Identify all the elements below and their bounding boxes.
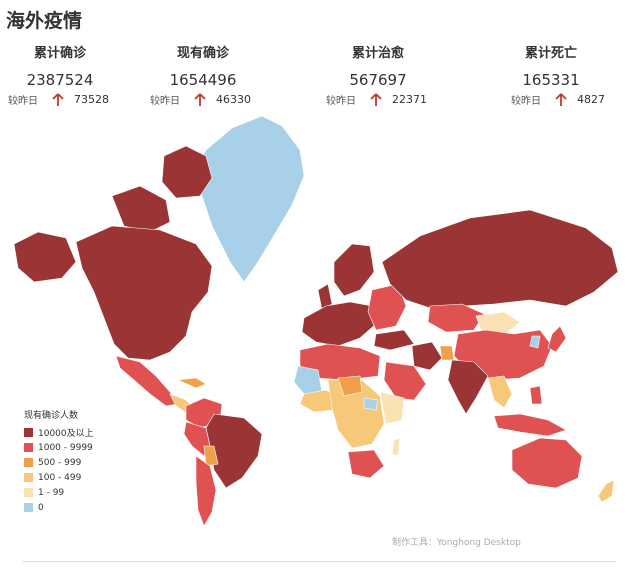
region-new-zealand[interactable]: [597, 479, 615, 503]
legend-label: 0: [38, 502, 44, 513]
legend-label: 1000 - 9999: [38, 442, 93, 453]
credit-text: 制作工具：Yonghong Desktop: [392, 538, 521, 548]
stat-label: 累计死亡: [524, 46, 577, 61]
legend-swatch: [24, 458, 33, 467]
region-sahel[interactable]: [337, 375, 363, 397]
region-canada-arctic[interactable]: [161, 145, 213, 199]
legend-label: 500 - 999: [38, 457, 82, 468]
up-arrow-icon: [370, 92, 382, 106]
legend-item[interactable]: 0: [24, 500, 94, 515]
region-india[interactable]: [447, 359, 489, 415]
region-south-africa[interactable]: [347, 449, 385, 479]
delta-total-recovered: 较昨日 22371: [326, 92, 427, 107]
region-philippines[interactable]: [529, 385, 543, 405]
page-title: 海外疫情: [6, 10, 83, 32]
legend-item[interactable]: 1 - 99: [24, 485, 94, 500]
region-east-africa[interactable]: [379, 391, 405, 425]
region-peru[interactable]: [183, 421, 211, 457]
region-alaska[interactable]: [13, 231, 77, 283]
legend-title: 现有确诊人数: [24, 411, 79, 421]
delta-total-confirmed: 较昨日 73528: [8, 92, 109, 107]
stat-value: 165331: [522, 71, 580, 89]
legend-item[interactable]: 500 - 999: [24, 455, 94, 470]
compare-label: 较昨日: [150, 96, 180, 107]
region-iran[interactable]: [411, 341, 443, 371]
stat-total-recovered: 累计治愈 567697: [303, 42, 453, 89]
region-bolivia[interactable]: [203, 445, 219, 467]
region-horn-zero[interactable]: [363, 397, 379, 411]
compare-label: 较昨日: [326, 96, 356, 107]
stat-value: 2387524: [26, 71, 94, 89]
stat-total-confirmed: 累计确诊 2387524: [0, 42, 135, 89]
legend-label: 10000及以上: [38, 429, 94, 439]
region-uk[interactable]: [317, 283, 333, 311]
stat-label: 累计治愈: [351, 46, 404, 61]
legend-swatch: [24, 473, 33, 482]
world-map: [13, 115, 619, 527]
region-caribbean[interactable]: [176, 377, 207, 389]
legend-item[interactable]: 10000及以上: [24, 425, 94, 440]
region-indonesia[interactable]: [493, 413, 567, 437]
up-arrow-icon: [52, 92, 64, 106]
legend-swatch: [24, 428, 33, 437]
delta-value: 22371: [392, 93, 427, 106]
region-western-europe[interactable]: [301, 301, 377, 347]
delta-value: 73528: [74, 93, 109, 106]
region-mongolia[interactable]: [475, 311, 521, 335]
region-arabia[interactable]: [383, 361, 427, 401]
compare-label: 较昨日: [511, 96, 541, 107]
stat-total-deaths: 累计死亡 165331: [476, 42, 626, 89]
up-arrow-icon: [555, 92, 567, 106]
region-mexico[interactable]: [115, 355, 179, 407]
legend-item[interactable]: 1000 - 9999: [24, 440, 94, 455]
region-north-america[interactable]: [75, 225, 213, 361]
legend-swatch: [24, 503, 33, 512]
legend-item[interactable]: 100 - 499: [24, 470, 94, 485]
stat-value: 567697: [349, 71, 407, 89]
region-kazakhstan[interactable]: [427, 303, 485, 333]
map-legend: 现有确诊人数 10000及以上 1000 - 9999 500 - 999 10…: [24, 408, 94, 515]
region-australia[interactable]: [511, 437, 583, 489]
stat-current-confirmed: 现有确诊 1654496: [128, 42, 278, 89]
region-west-africa-zero[interactable]: [293, 365, 323, 395]
region-canada-islands[interactable]: [111, 185, 171, 233]
delta-value: 46330: [216, 93, 251, 106]
legend-swatch: [24, 488, 33, 497]
stat-label: 累计确诊: [33, 46, 86, 61]
region-greenland[interactable]: [195, 115, 305, 283]
stat-value: 1654496: [169, 71, 237, 89]
legend-label: 100 - 499: [38, 472, 82, 483]
delta-total-deaths: 较昨日 4827: [511, 92, 605, 107]
region-korea[interactable]: [529, 335, 541, 349]
legend-label: 1 - 99: [38, 487, 65, 498]
region-argentina-chile[interactable]: [195, 455, 217, 527]
legend-swatch: [24, 443, 33, 452]
delta-current-confirmed: 较昨日 46330: [150, 92, 251, 107]
region-scandinavia[interactable]: [333, 243, 375, 297]
stat-label: 现有确诊: [176, 46, 229, 61]
region-russia[interactable]: [381, 209, 619, 309]
region-afghanistan[interactable]: [439, 345, 455, 361]
region-turkey[interactable]: [373, 329, 415, 351]
up-arrow-icon: [194, 92, 206, 106]
region-central-africa[interactable]: [327, 379, 385, 449]
region-madagascar[interactable]: [391, 437, 401, 457]
region-japan[interactable]: [547, 325, 567, 353]
region-southeast-asia[interactable]: [487, 375, 513, 409]
delta-value: 4827: [577, 93, 605, 106]
compare-label: 较昨日: [8, 96, 38, 107]
divider: [22, 561, 616, 562]
